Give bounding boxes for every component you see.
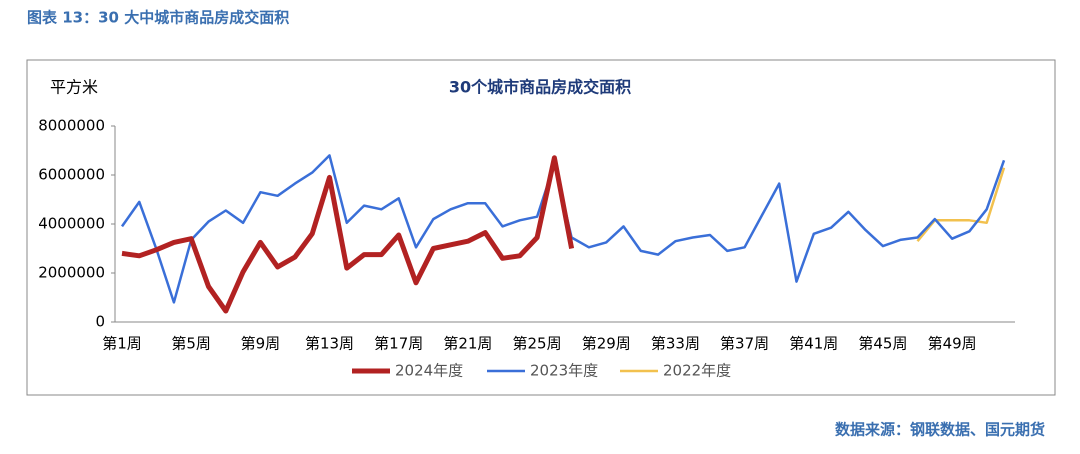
x-tick-label: 第9周 bbox=[241, 335, 281, 353]
series-line bbox=[121, 155, 575, 314]
legend-label: 2023年度 bbox=[530, 362, 598, 380]
chart-frame bbox=[26, 59, 1056, 396]
y-tick-label: 4000000 bbox=[38, 215, 105, 233]
x-tick-label: 第49周 bbox=[928, 335, 977, 353]
x-tick-label: 第1周 bbox=[102, 335, 142, 353]
x-tick-label: 第5周 bbox=[171, 335, 211, 353]
legend-label: 2022年度 bbox=[663, 362, 731, 380]
y-tick-label: 2000000 bbox=[38, 264, 105, 282]
series-line bbox=[120, 154, 1006, 304]
y-axis-label: 平方米 bbox=[50, 78, 98, 97]
chart-title: 30个城市商品房成交面积 bbox=[449, 78, 631, 97]
x-tick-label: 第25周 bbox=[513, 335, 562, 353]
x-tick-label: 第45周 bbox=[858, 335, 907, 353]
x-tick-label: 第17周 bbox=[374, 335, 423, 353]
x-tick-label: 第33周 bbox=[651, 335, 700, 353]
x-tick-label: 第29周 bbox=[582, 335, 631, 353]
x-tick-label: 第41周 bbox=[789, 335, 838, 353]
x-tick-label: 第37周 bbox=[720, 335, 769, 353]
series-line bbox=[916, 167, 1006, 242]
legend-label: 2024年度 bbox=[395, 362, 463, 380]
x-tick-label: 第13周 bbox=[305, 335, 354, 353]
y-tick-label: 8000000 bbox=[38, 117, 105, 135]
x-tick-label: 第21周 bbox=[443, 335, 492, 353]
y-tick-label: 0 bbox=[95, 313, 105, 331]
source-note: 数据来源：钢联数据、国元期货 bbox=[835, 421, 1045, 439]
figure-caption: 图表 13：30 大中城市商品房成交面积 bbox=[27, 9, 289, 27]
y-tick-label: 6000000 bbox=[38, 166, 105, 184]
